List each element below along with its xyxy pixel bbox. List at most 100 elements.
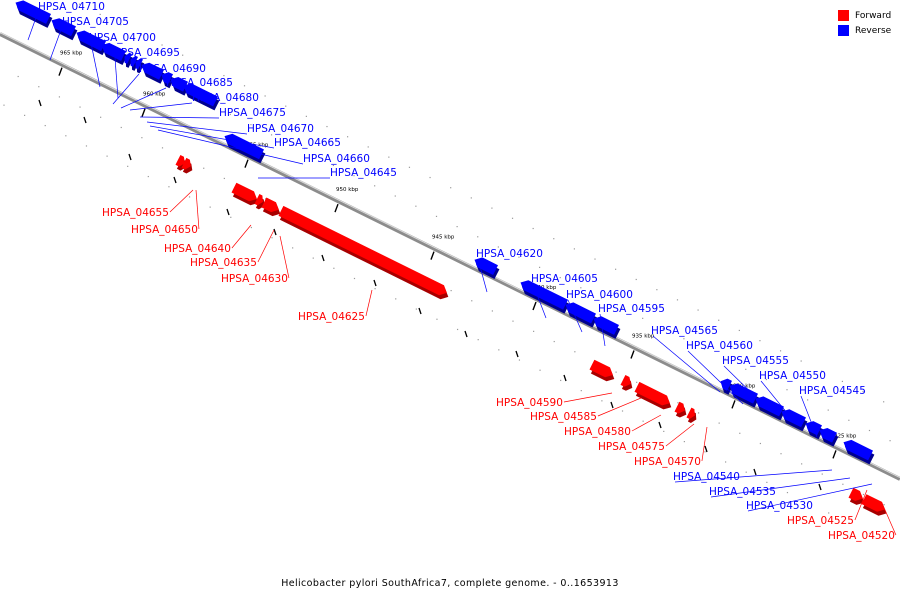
guide-dot — [889, 440, 891, 442]
reverse-gene-body — [729, 383, 758, 404]
reverse-gene-body — [224, 133, 264, 160]
forward-gene-body — [181, 157, 191, 170]
guide-dot — [17, 75, 19, 78]
forward-gene-body — [589, 359, 613, 378]
guide-dot — [202, 64, 204, 66]
guide-dot — [538, 266, 541, 268]
forward-leader-line — [854, 489, 868, 521]
guide-dot — [415, 308, 417, 310]
reverse-gene — [729, 383, 760, 408]
reverse-leader-line — [27, 11, 39, 41]
guide-dot — [3, 104, 5, 106]
track-tick — [128, 153, 132, 161]
forward-gene-label: HPSA_04625 — [298, 311, 365, 323]
guide-dot — [58, 96, 61, 98]
guide-dot — [821, 473, 823, 475]
guide-dot — [305, 115, 307, 117]
guide-dot — [497, 246, 499, 248]
scale-tick — [731, 400, 736, 409]
reverse-leader-line — [710, 477, 851, 498]
reverse-leader-line — [652, 335, 721, 393]
guide-dot — [848, 522, 850, 524]
guide-dot — [512, 320, 514, 322]
guide-dot — [621, 307, 623, 309]
guide-dot — [436, 318, 438, 320]
guide-dot — [807, 399, 809, 401]
guide-dot — [106, 155, 108, 157]
guide-dot — [683, 338, 685, 340]
track-tick — [38, 99, 42, 107]
track-tick — [226, 208, 230, 216]
reverse-gene-label: HPSA_04710 — [38, 1, 105, 13]
forward-gene — [861, 494, 887, 516]
reverse-gene-body — [76, 30, 106, 52]
guide-dot — [332, 164, 335, 167]
guide-dot — [635, 278, 637, 281]
scale-tick-label: 935 kbp — [632, 333, 655, 339]
reverse-gene-label: HPSA_04680 — [192, 92, 259, 104]
reverse-gene-label: HPSA_04645 — [330, 167, 397, 179]
guide-dot — [415, 205, 417, 207]
guide-dot — [326, 125, 328, 128]
track-tick — [818, 483, 822, 491]
guide-dot — [491, 310, 493, 312]
guide-dot — [395, 298, 397, 300]
track-tick — [273, 228, 277, 236]
guide-dot — [470, 197, 472, 199]
scale-tick — [630, 350, 635, 359]
guide-dot — [725, 461, 727, 463]
forward-leader-line — [665, 423, 695, 447]
guide-dot — [65, 135, 67, 137]
reverse-gene-body — [170, 77, 188, 92]
reverse-leader-line — [567, 299, 583, 333]
guide-dot — [435, 215, 438, 218]
guide-dot — [828, 512, 830, 514]
guide-dot — [120, 126, 122, 129]
guide-dot — [188, 196, 191, 198]
guide-dot — [574, 351, 576, 353]
reverse-leader-line — [90, 42, 101, 88]
guide-dot — [223, 177, 225, 180]
reverse-gene-body — [565, 302, 596, 324]
guide-dot — [821, 370, 823, 372]
forward-leader-line — [195, 189, 200, 230]
guide-dot — [883, 401, 885, 403]
track-tick — [418, 307, 422, 315]
track-guide-dots — [3, 3, 891, 534]
reverse-gene — [183, 83, 220, 111]
guide-dot — [346, 136, 349, 138]
guide-dot — [518, 359, 521, 361]
guide-dot — [285, 105, 287, 107]
forward-gene-label: HPSA_04655 — [102, 207, 169, 219]
forward-leader-line — [631, 414, 662, 432]
scale-tick — [334, 203, 339, 213]
guide-dot — [250, 226, 253, 229]
guide-dot — [862, 493, 865, 496]
track-tick — [83, 116, 87, 124]
legend-forward-label: Forward — [855, 10, 892, 21]
reverse-swatch — [838, 25, 849, 36]
guide-dot — [79, 106, 81, 108]
guide-dot — [683, 440, 685, 443]
forward-gene-body — [231, 182, 257, 202]
forward-gene-label: HPSA_04640 — [164, 243, 231, 255]
guide-dot — [862, 391, 864, 393]
scale-tick-label: 945 kbp — [432, 235, 455, 241]
guide-dot — [739, 432, 741, 434]
guide-dot — [553, 238, 555, 240]
guide-dot — [869, 532, 871, 534]
forward-gene-label: HPSA_04580 — [564, 426, 631, 438]
forward-gene-body — [278, 205, 447, 296]
track-tick — [753, 468, 757, 476]
guide-dot — [264, 95, 266, 97]
guide-dot — [786, 491, 789, 494]
guide-dot — [374, 185, 376, 187]
legend-reverse-label: Reverse — [855, 25, 892, 36]
forward-leader-line — [597, 397, 642, 417]
guide-dot — [765, 378, 767, 381]
scale-tick — [244, 159, 249, 168]
forward-gene — [181, 157, 193, 174]
forward-gene-label: HPSA_04570 — [634, 456, 701, 468]
guide-dot — [539, 369, 541, 371]
guide-dot — [697, 412, 700, 414]
